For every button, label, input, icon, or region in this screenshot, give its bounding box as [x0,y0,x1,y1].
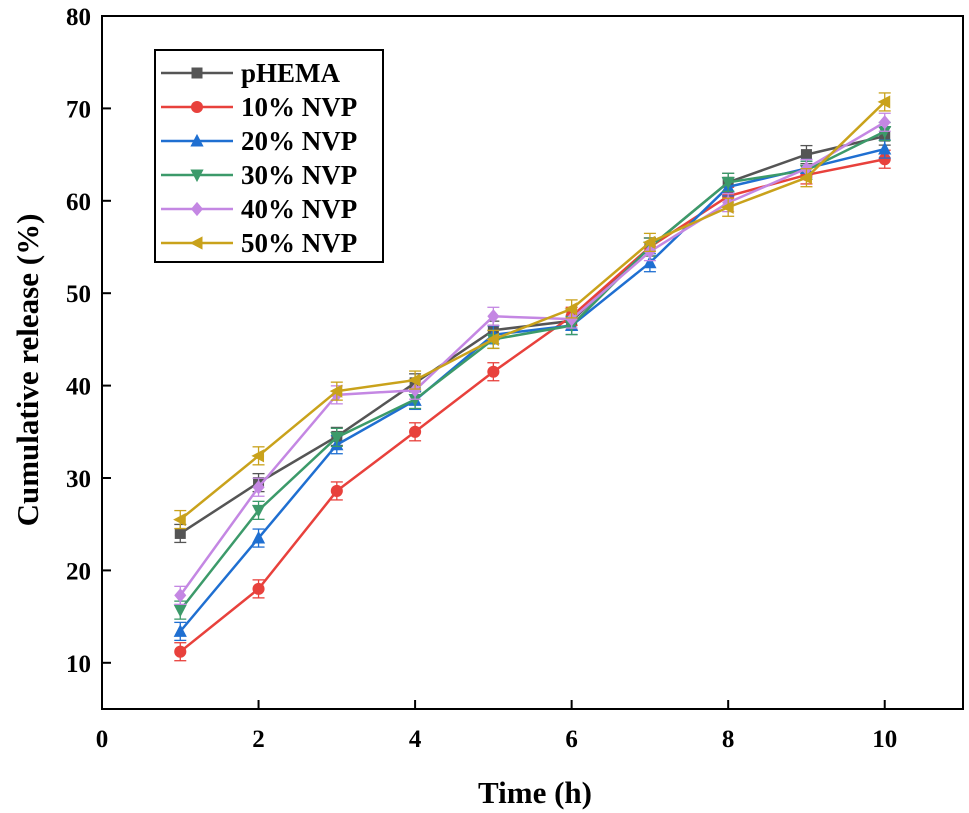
series-line [179,101,886,521]
data-point [251,530,266,544]
x-tick-label: 10 [872,726,897,753]
data-point [329,384,343,398]
legend-entry: 30% NVP [161,160,357,190]
legend-entry: 50% NVP [161,228,357,258]
data-point [408,393,422,407]
data-point [487,365,500,378]
data-point [878,153,891,166]
data-point [564,302,578,316]
legend-box [154,49,384,263]
y-tick-label: 70 [66,96,91,123]
data-point [174,588,187,603]
legend-marker [190,169,204,183]
y-tick-label: 10 [66,651,91,678]
x-axis-title: Time (h) [478,775,592,810]
data-point [173,512,186,527]
legend-entry: 20% NVP [161,126,357,156]
data-point [407,373,421,387]
data-point [721,200,734,214]
legend-label: 40% NVP [241,194,357,224]
legend-label: 20% NVP [241,126,357,156]
legend-marker [190,100,204,114]
data-point [330,431,344,445]
data-point [487,309,500,324]
legend: pHEMA 10% NVP 20% NVP 30% NVP 40% NVP 50% NVP [154,49,384,263]
data-point [878,141,892,155]
plot-area [173,92,892,662]
legend-label: pHEMA [241,58,341,88]
y-tick-label: 80 [66,4,91,31]
x-tick-label: 8 [722,726,735,753]
data-point [252,582,265,595]
data-point [486,332,499,346]
y-tick-label: 40 [66,374,91,401]
data-point [877,95,891,109]
data-point [878,126,892,139]
legend-label: 30% NVP [241,160,357,190]
x-tick-label: 0 [96,726,109,753]
data-point [565,311,578,327]
x-tick-label: 4 [409,726,422,753]
legend-marker [190,133,204,147]
legend-marker [191,67,203,79]
data-point [174,527,186,539]
legend-label: 10% NVP [241,92,357,122]
series-line [179,130,886,611]
data-point [174,645,187,658]
data-point [173,624,187,637]
series-line [179,134,886,535]
legend-marker [189,236,203,250]
data-point [799,171,812,185]
y-tick-label: 60 [66,189,91,216]
series-50-nvp [173,92,891,530]
legend-label: 50% NVP [241,228,357,258]
axes: 0 2 4 6 8 10 10 20 30 40 50 60 70 80 [66,4,964,753]
data-point [330,484,343,497]
y-tick-label: 30 [66,466,91,493]
data-point [251,449,265,463]
x-tick-label: 2 [252,726,265,753]
data-point [643,255,657,269]
data-point [878,115,891,130]
data-point [173,604,187,618]
legend-entry: 40% NVP [161,194,357,224]
y-axis-title: Cumulative release (%) [10,214,45,527]
data-point [251,504,266,518]
x-tick-label: 6 [565,726,578,753]
data-point [252,480,265,495]
legend-entry: 10% NVP [161,92,357,122]
series-line [179,121,886,597]
data-point [800,149,812,161]
y-tick-label: 20 [66,558,91,585]
data-point [642,235,656,249]
plot-frame [101,15,964,710]
data-point [721,176,735,190]
y-tick-label: 50 [66,281,91,308]
legend-marker [190,201,204,217]
data-point [409,383,422,398]
data-point [409,425,422,438]
series-line [179,147,886,633]
legend-entry: pHEMA [161,58,341,88]
